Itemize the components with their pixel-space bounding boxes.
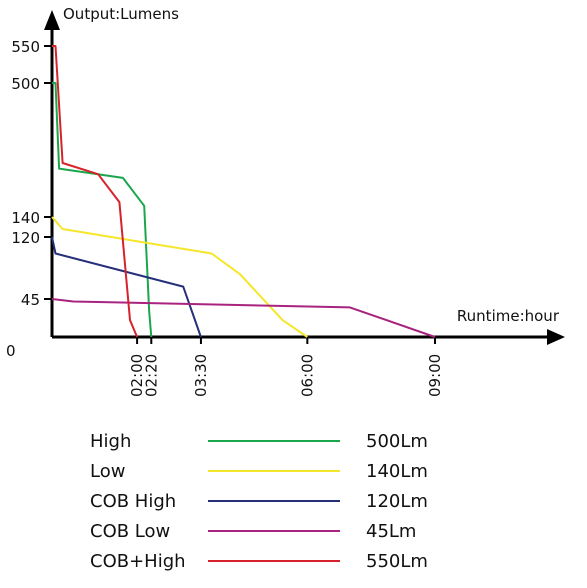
legend-rating: 45Lm xyxy=(366,521,416,542)
x-tick-label: 02:20 xyxy=(142,354,160,397)
y-tick-label: 140 xyxy=(11,209,40,227)
legend-rating: 120Lm xyxy=(366,491,428,512)
y-axis-arrow-icon xyxy=(44,10,60,30)
series-line-cob-high xyxy=(52,45,139,338)
y-tick-label: 550 xyxy=(11,38,40,56)
y-tick-label: 500 xyxy=(11,75,40,93)
legend-rating: 550Lm xyxy=(366,551,428,572)
y-tick-label: 120 xyxy=(11,229,40,247)
legend-label: High xyxy=(90,431,131,452)
y-tick-label: 45 xyxy=(21,291,40,309)
y-axis-title: Output:Lumens xyxy=(63,5,179,23)
legend-label: COB+High xyxy=(90,551,186,572)
series-line-low xyxy=(51,216,308,338)
x-tick-label: 09:00 xyxy=(426,354,444,397)
series-line-cob-low xyxy=(51,298,436,338)
x-tick-label: 03:30 xyxy=(192,354,210,397)
legend-label: COB Low xyxy=(90,521,170,542)
legend-label: Low xyxy=(90,461,125,482)
origin-label: 0 xyxy=(6,342,16,360)
x-axis-arrow-icon xyxy=(547,329,565,345)
legend-label: COB High xyxy=(90,491,176,512)
series-line-high xyxy=(52,82,153,338)
legend-rating: 140Lm xyxy=(366,461,428,482)
legend-rating: 500Lm xyxy=(366,431,428,452)
x-tick-label: 02:00 xyxy=(128,354,146,397)
x-tick-label: 06:00 xyxy=(298,354,316,397)
x-axis-title: Runtime:hour xyxy=(457,307,560,325)
series-line-cob-high xyxy=(51,236,202,338)
